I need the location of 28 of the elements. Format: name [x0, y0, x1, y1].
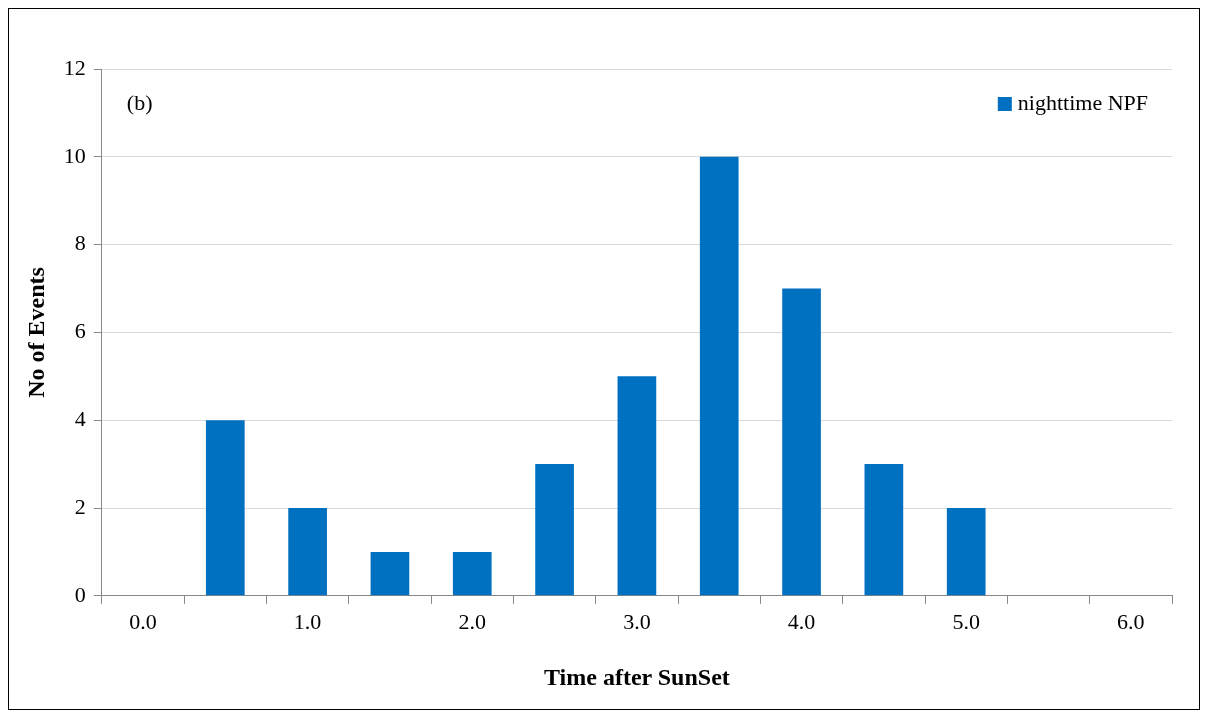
y-axis-title: No of Events — [22, 267, 49, 398]
bar — [205, 420, 245, 596]
bar — [535, 464, 574, 596]
y-tick-label: 8 — [74, 230, 86, 256]
x-axis-title: Time after SunSet — [544, 663, 730, 690]
bar — [946, 508, 986, 596]
x-tick-label: 5.0 — [952, 608, 980, 634]
annotation: (b) — [126, 89, 153, 115]
x-tick-label: 6.0 — [1117, 608, 1145, 634]
bar — [288, 508, 327, 596]
bar — [782, 288, 821, 596]
bar — [864, 464, 904, 596]
y-tick-label: 2 — [74, 493, 86, 519]
x-tick-label: 4.0 — [787, 608, 816, 634]
bar — [617, 376, 657, 596]
x-tick-label: 3.0 — [623, 608, 651, 634]
bar — [452, 551, 492, 596]
y-tick-label: 4 — [74, 405, 86, 431]
x-tick-label: 2.0 — [458, 608, 486, 634]
bar — [370, 551, 410, 596]
x-tick-label: 0.0 — [129, 608, 157, 634]
legend-label: nighttime NPF — [1017, 89, 1148, 115]
y-tick-label: 10 — [63, 142, 86, 168]
y-tick-label: 12 — [63, 54, 86, 80]
y-tick-label: 6 — [74, 318, 86, 344]
x-tick-label: 1.0 — [293, 608, 322, 634]
bar — [699, 156, 739, 596]
y-tick-label: 0 — [74, 581, 86, 607]
